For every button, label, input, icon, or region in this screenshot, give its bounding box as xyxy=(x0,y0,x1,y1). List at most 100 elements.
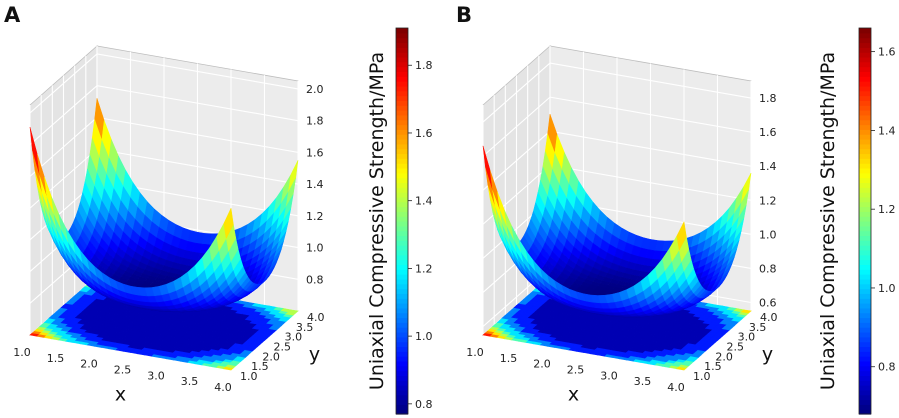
colorbar-segment xyxy=(859,331,871,338)
colorbar-segment xyxy=(396,81,408,87)
x-tick-label: 4.0 xyxy=(214,381,232,394)
colorbar-segment xyxy=(396,370,408,376)
gridline-z-left xyxy=(29,85,98,146)
gridline-z-back xyxy=(549,62,752,99)
colorbar-segment xyxy=(396,124,408,130)
colorbar-segment xyxy=(859,360,871,367)
gridline-z-left xyxy=(29,53,98,114)
colorbar-segment xyxy=(396,336,408,343)
colorbar-segment xyxy=(859,114,871,121)
z-tick-label: 1.0 xyxy=(759,228,777,241)
colorbar-tick-label: 1.6 xyxy=(878,46,896,59)
colorbar-segment xyxy=(859,153,871,159)
z-tick-label: 1.4 xyxy=(306,178,324,191)
colorbar-segment xyxy=(396,95,408,101)
surface-patch xyxy=(223,207,234,240)
colorbar-segment xyxy=(396,32,408,39)
colorbar-segment xyxy=(396,187,408,193)
x-axis-label: x xyxy=(115,384,126,406)
colorbar-segment xyxy=(859,230,871,237)
x-tick-label: 3.0 xyxy=(600,369,618,382)
colorbar-segment xyxy=(859,158,871,164)
colorbar-segment xyxy=(396,114,408,121)
y-axis-label: y xyxy=(762,344,773,366)
colorbar-segment xyxy=(396,303,408,309)
colorbar-segment xyxy=(396,66,408,73)
colorbar-segment xyxy=(859,221,871,227)
z-tick-label: 0.6 xyxy=(759,296,777,309)
z-tick-label: 1.8 xyxy=(306,115,324,128)
z-tick-label: 0.8 xyxy=(759,262,777,275)
colorbar-tick-label: 0.8 xyxy=(415,398,433,411)
colorbar-segment xyxy=(859,327,871,333)
colorbar-segment xyxy=(396,192,408,198)
colorbar-segment xyxy=(396,298,408,304)
colorbar-segment xyxy=(859,201,871,208)
colorbar-segment xyxy=(859,288,871,294)
colorbar-segment xyxy=(396,351,408,357)
colorbar-tick-label: 1.2 xyxy=(415,262,433,275)
colorbar-segment xyxy=(396,61,408,68)
x-tick-label: 3.0 xyxy=(147,369,165,382)
colorbar-segment xyxy=(396,85,408,92)
colorbar-segment xyxy=(396,322,408,328)
x-tick-label: 1.0 xyxy=(466,346,484,359)
x-tick-label: 2.0 xyxy=(533,358,551,371)
colorbar-segment xyxy=(396,274,408,280)
colorbar-segment xyxy=(396,399,408,405)
y-tick-label: 2.5 xyxy=(727,341,745,354)
colorbar-segment xyxy=(859,389,871,396)
x-axis-label: x xyxy=(568,384,579,406)
colorbar-segment xyxy=(396,129,408,135)
gridline-z-back xyxy=(549,130,752,167)
colorbar-tick-label: 0.8 xyxy=(878,361,896,374)
y-tick-label: 3.5 xyxy=(749,321,767,334)
colorbar-segment xyxy=(859,409,871,415)
colorbar-segment xyxy=(859,148,871,155)
colorbar-segment xyxy=(859,336,871,343)
axis-ticks: 1.0 1.5 2.0 2.5 3.0 3.5 4.01.01.52.02.53.03.54… xyxy=(466,92,777,394)
colorbar-segment xyxy=(859,404,871,410)
colorbar-segment xyxy=(396,230,408,237)
colorbar-segment xyxy=(396,264,408,270)
x-tick-label: 4.0 xyxy=(667,381,685,394)
colorbar-segment xyxy=(396,409,408,415)
panel-label: B xyxy=(456,3,472,27)
colorbar-segment xyxy=(396,249,408,256)
colorbar-segment xyxy=(396,365,408,372)
colorbar-segment xyxy=(859,399,871,405)
colorbar-segment xyxy=(396,138,408,145)
colorbar-segment xyxy=(859,85,871,92)
colorbar-segment xyxy=(859,307,871,314)
gridline-z-back xyxy=(96,116,299,153)
colorbar-segment xyxy=(396,206,408,212)
colorbar-segment xyxy=(396,42,408,48)
panel-label: A xyxy=(4,3,21,27)
colorbar-segment xyxy=(859,163,871,169)
y-tick-label: 1.5 xyxy=(251,360,269,373)
panel-a: 1.0 1.5 2.0 2.5 3.0 3.5 4.01.01.52.02.53.03.54… xyxy=(4,3,433,415)
colorbar-frame xyxy=(858,27,872,415)
gridline-z-left xyxy=(482,96,551,157)
colorbar-segment xyxy=(396,346,408,352)
contour-cell xyxy=(740,309,752,314)
gridline-z-back xyxy=(96,53,299,90)
gridline-z-back xyxy=(549,96,752,133)
colorbar: 0.8 1.0 1.2 1.4 1.6 xyxy=(858,27,896,415)
colorbar-segment xyxy=(859,95,871,101)
colorbar-segment xyxy=(859,283,871,290)
colorbar-segment xyxy=(859,380,871,386)
colorbar-segment xyxy=(396,269,408,275)
z-tick-label: 1.2 xyxy=(306,210,324,223)
colorbar-segment xyxy=(396,148,408,155)
colorbar-segment xyxy=(859,346,871,352)
colorbar-segment xyxy=(859,182,871,188)
colorbar-segment xyxy=(396,327,408,333)
y-tick-label: 2.0 xyxy=(262,350,280,363)
colorbar-segment xyxy=(859,365,871,372)
colorbar-segment xyxy=(859,249,871,256)
x-tick-label: 1.5 xyxy=(500,352,518,365)
x-tick-label: 1.0 xyxy=(13,346,31,359)
colorbar-segment xyxy=(396,201,408,208)
colorbar-segment xyxy=(859,100,871,106)
